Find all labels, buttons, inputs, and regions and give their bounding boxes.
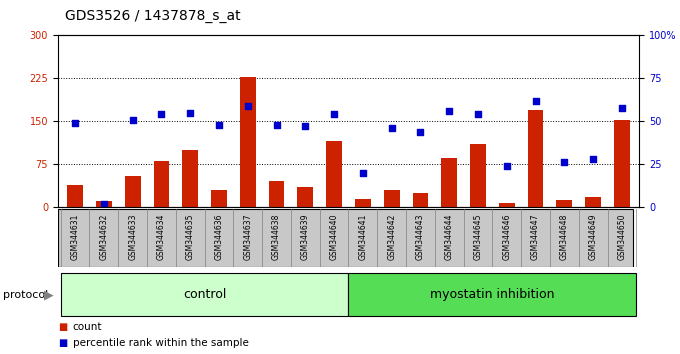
Bar — [269, 181, 284, 207]
Text: ■: ■ — [58, 338, 67, 348]
Bar — [240, 76, 256, 207]
Bar — [528, 110, 543, 207]
Text: GSM344636: GSM344636 — [214, 213, 224, 260]
Text: GSM344632: GSM344632 — [99, 213, 108, 260]
Point — [617, 105, 628, 110]
Point — [300, 124, 311, 129]
Bar — [355, 199, 371, 207]
Text: protocol: protocol — [3, 290, 49, 300]
Bar — [499, 202, 515, 207]
Text: myostatin inhibition: myostatin inhibition — [430, 288, 555, 301]
Text: GSM344643: GSM344643 — [416, 213, 425, 260]
Point — [386, 125, 397, 131]
Point — [214, 122, 224, 127]
Text: GSM344639: GSM344639 — [301, 213, 310, 260]
Text: GSM344637: GSM344637 — [243, 213, 252, 260]
FancyBboxPatch shape — [61, 273, 348, 316]
Text: GSM344641: GSM344641 — [358, 213, 367, 260]
Point — [328, 112, 339, 117]
Point — [444, 108, 455, 114]
Point — [415, 129, 426, 135]
Text: GSM344650: GSM344650 — [617, 213, 626, 260]
Bar — [470, 144, 486, 207]
Point — [559, 160, 570, 165]
Text: GSM344631: GSM344631 — [71, 213, 80, 260]
Text: GSM344634: GSM344634 — [157, 213, 166, 260]
Text: GDS3526 / 1437878_s_at: GDS3526 / 1437878_s_at — [65, 9, 240, 23]
Bar — [96, 201, 112, 207]
Text: GSM344648: GSM344648 — [560, 213, 569, 260]
Point — [501, 163, 512, 169]
Bar — [182, 150, 198, 207]
Text: GSM344645: GSM344645 — [473, 213, 483, 260]
Text: GSM344646: GSM344646 — [503, 213, 511, 260]
Bar — [326, 141, 342, 207]
Text: ■: ■ — [58, 322, 67, 332]
Text: GSM344642: GSM344642 — [387, 213, 396, 260]
Text: count: count — [73, 322, 102, 332]
Point — [127, 117, 138, 122]
Bar — [413, 193, 428, 207]
Text: GSM344649: GSM344649 — [589, 213, 598, 260]
Bar — [614, 120, 630, 207]
Text: GSM344644: GSM344644 — [445, 213, 454, 260]
Bar — [211, 190, 227, 207]
Point — [242, 103, 253, 109]
Point — [99, 201, 109, 206]
FancyBboxPatch shape — [58, 209, 634, 267]
Point — [358, 170, 369, 176]
Text: percentile rank within the sample: percentile rank within the sample — [73, 338, 249, 348]
Point — [69, 120, 80, 126]
Text: GSM344638: GSM344638 — [272, 213, 281, 260]
Text: GSM344647: GSM344647 — [531, 213, 540, 260]
FancyBboxPatch shape — [348, 273, 636, 316]
Bar — [297, 187, 313, 207]
Bar — [154, 161, 169, 207]
Bar — [67, 185, 83, 207]
Bar — [556, 200, 573, 207]
Bar — [124, 176, 141, 207]
Point — [185, 110, 196, 115]
Text: control: control — [183, 288, 226, 301]
Point — [588, 156, 598, 162]
Text: GSM344633: GSM344633 — [128, 213, 137, 260]
Text: GSM344640: GSM344640 — [330, 213, 339, 260]
Point — [530, 98, 541, 103]
Bar — [585, 197, 601, 207]
Bar — [384, 190, 400, 207]
Point — [473, 112, 483, 117]
Point — [156, 112, 167, 117]
Point — [271, 122, 282, 127]
Text: ▶: ▶ — [44, 288, 54, 301]
Text: GSM344635: GSM344635 — [186, 213, 194, 260]
Bar — [441, 159, 457, 207]
